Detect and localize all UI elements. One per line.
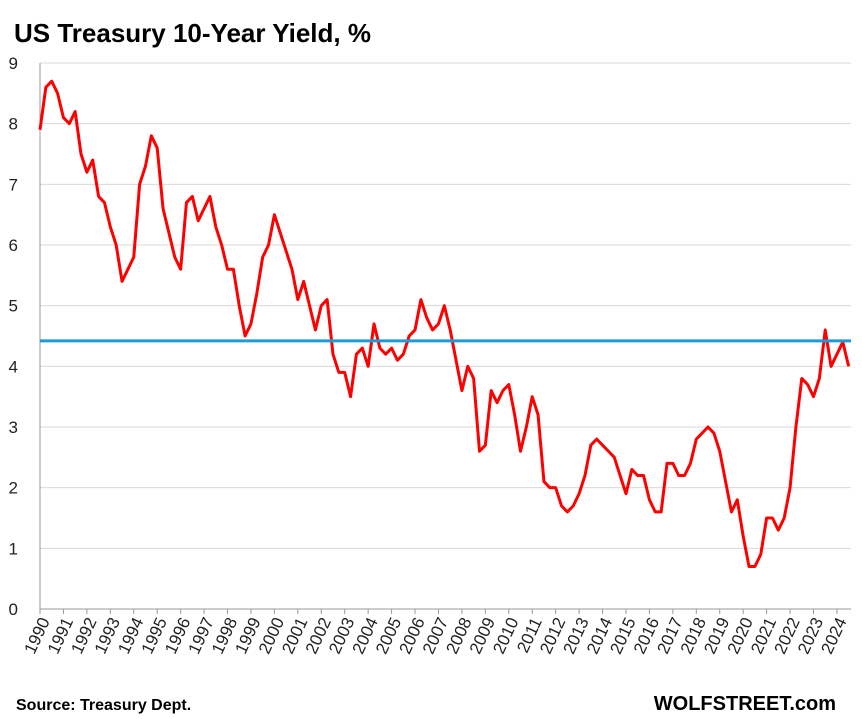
y-tick-label: 4: [9, 357, 18, 376]
source: Source: Treasury Dept.: [16, 697, 191, 714]
y-tick-label: 3: [9, 418, 18, 437]
credit: WOLFSTREET.com: [654, 693, 836, 715]
chart-title: US Treasury 10-Year Yield, %: [14, 18, 371, 48]
y-tick-label: 0: [9, 600, 18, 619]
y-tick-label: 6: [9, 236, 18, 255]
line: [38, 79, 851, 569]
y-tick-label: 9: [9, 54, 18, 73]
y-tick-label: 8: [9, 115, 18, 134]
y-tick-label: 1: [9, 539, 18, 558]
y-tick-label: 7: [9, 175, 18, 194]
y-tick-label: 5: [9, 297, 18, 316]
y-tick-label: 2: [9, 479, 18, 498]
